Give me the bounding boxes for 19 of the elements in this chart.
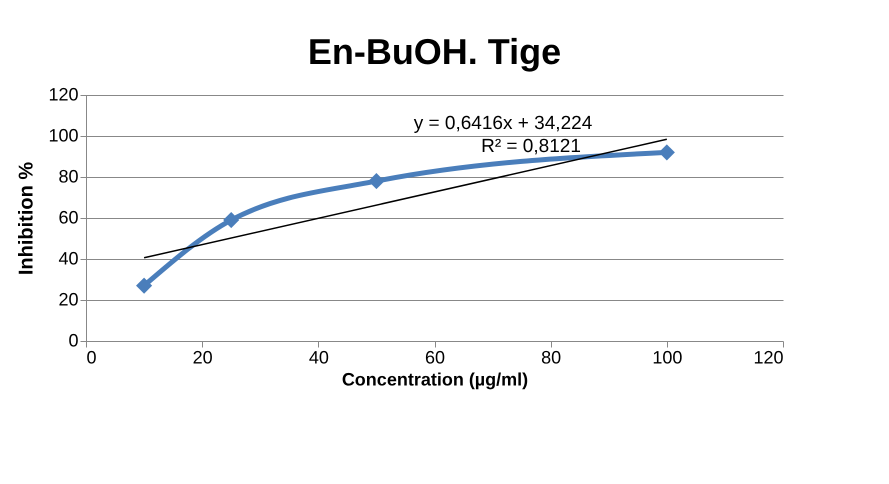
y-tick-label: 100 — [48, 126, 78, 146]
x-tick-label: 20 — [192, 348, 213, 368]
y-tick-label: 60 — [58, 208, 78, 228]
annotation: R² = 0,8121 — [481, 136, 581, 157]
y-tick-label: 120 — [48, 84, 78, 104]
x-tick-label: 80 — [541, 348, 562, 368]
y-tick-label: 20 — [58, 290, 78, 310]
y-tick-label: 80 — [58, 166, 78, 186]
x-tick-label: 40 — [308, 348, 329, 368]
x-tick-label: 60 — [424, 348, 446, 368]
y-tick-label: 40 — [58, 248, 78, 268]
chart-title: En-BuOH. Tige — [308, 31, 562, 72]
annotation: y = 0,6416x + 34,224 — [414, 113, 593, 134]
y-axis-title: Inhibition % — [15, 162, 38, 276]
x-tick-label: 0 — [86, 348, 97, 368]
x-tick-label: 100 — [652, 348, 682, 368]
y-tick-label: 0 — [68, 330, 78, 350]
x-axis-title: Concentration (µg/ml) — [342, 370, 528, 390]
x-tick-label: 120 — [753, 348, 784, 368]
